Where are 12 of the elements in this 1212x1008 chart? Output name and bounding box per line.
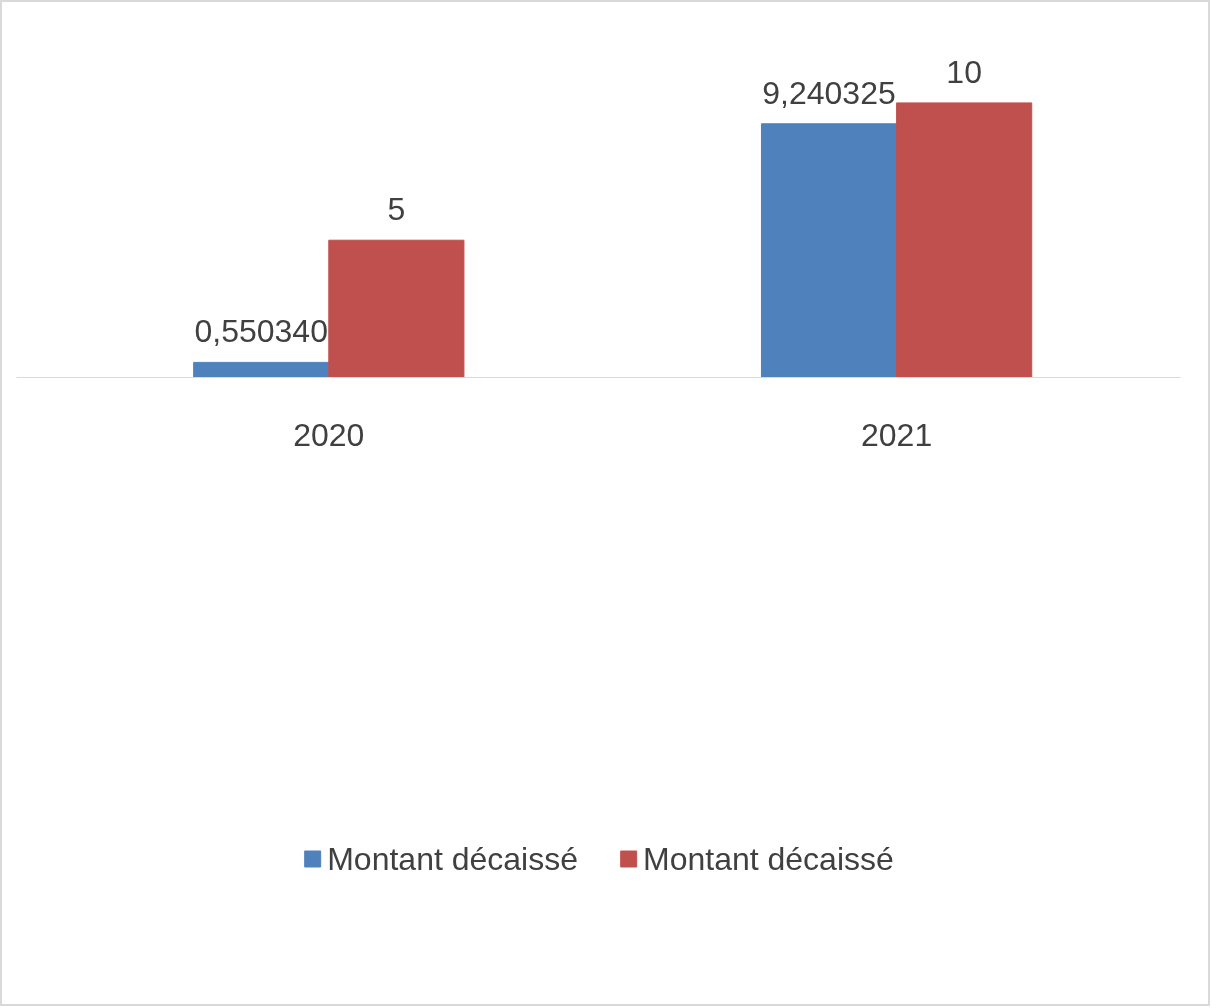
data-label: 9,240325 [762,74,896,111]
bar [896,102,1033,378]
x-tick-label: 2021 [861,416,933,453]
data-label: 5 [387,191,406,228]
legend-label: Montant décaissé [643,840,894,878]
legend-label: Montant décaissé [327,840,578,878]
x-tick-label: 2020 [293,416,365,453]
data-label: 0,550340 [194,313,328,350]
data-label: 10 [946,53,982,90]
bar [760,123,898,378]
bar [328,239,465,378]
bar [193,361,330,378]
